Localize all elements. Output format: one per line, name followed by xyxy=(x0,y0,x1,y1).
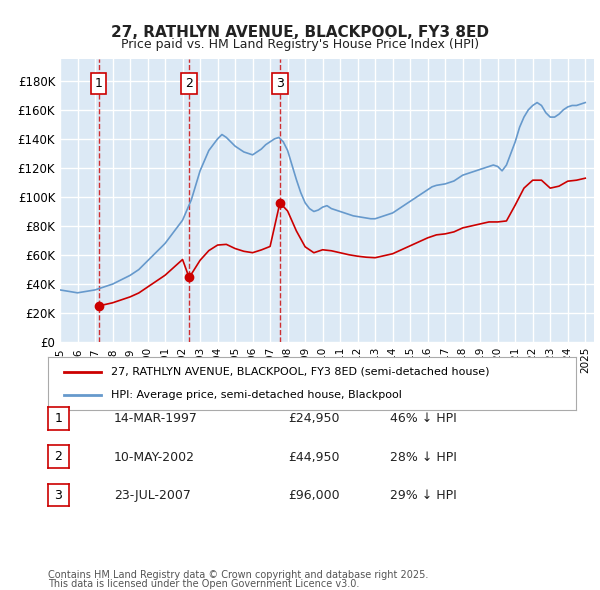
Text: 3: 3 xyxy=(276,77,284,90)
Text: £44,950: £44,950 xyxy=(288,451,340,464)
Text: Price paid vs. HM Land Registry's House Price Index (HPI): Price paid vs. HM Land Registry's House … xyxy=(121,38,479,51)
Text: 14-MAR-1997: 14-MAR-1997 xyxy=(114,412,198,425)
Text: 10-MAY-2002: 10-MAY-2002 xyxy=(114,451,195,464)
Text: 46% ↓ HPI: 46% ↓ HPI xyxy=(390,412,457,425)
Text: 28% ↓ HPI: 28% ↓ HPI xyxy=(390,451,457,464)
Text: 27, RATHLYN AVENUE, BLACKPOOL, FY3 8ED: 27, RATHLYN AVENUE, BLACKPOOL, FY3 8ED xyxy=(111,25,489,40)
Text: This data is licensed under the Open Government Licence v3.0.: This data is licensed under the Open Gov… xyxy=(48,579,359,589)
Text: 1: 1 xyxy=(95,77,103,90)
Text: 29% ↓ HPI: 29% ↓ HPI xyxy=(390,489,457,502)
Text: 2: 2 xyxy=(185,77,193,90)
Text: 1: 1 xyxy=(55,412,62,425)
Text: 27, RATHLYN AVENUE, BLACKPOOL, FY3 8ED (semi-detached house): 27, RATHLYN AVENUE, BLACKPOOL, FY3 8ED (… xyxy=(112,367,490,377)
Text: £24,950: £24,950 xyxy=(288,412,340,425)
Text: 23-JUL-2007: 23-JUL-2007 xyxy=(114,489,191,502)
Text: £96,000: £96,000 xyxy=(288,489,340,502)
Text: HPI: Average price, semi-detached house, Blackpool: HPI: Average price, semi-detached house,… xyxy=(112,390,402,400)
Text: 2: 2 xyxy=(55,450,62,463)
Text: Contains HM Land Registry data © Crown copyright and database right 2025.: Contains HM Land Registry data © Crown c… xyxy=(48,571,428,580)
Text: 3: 3 xyxy=(55,489,62,502)
